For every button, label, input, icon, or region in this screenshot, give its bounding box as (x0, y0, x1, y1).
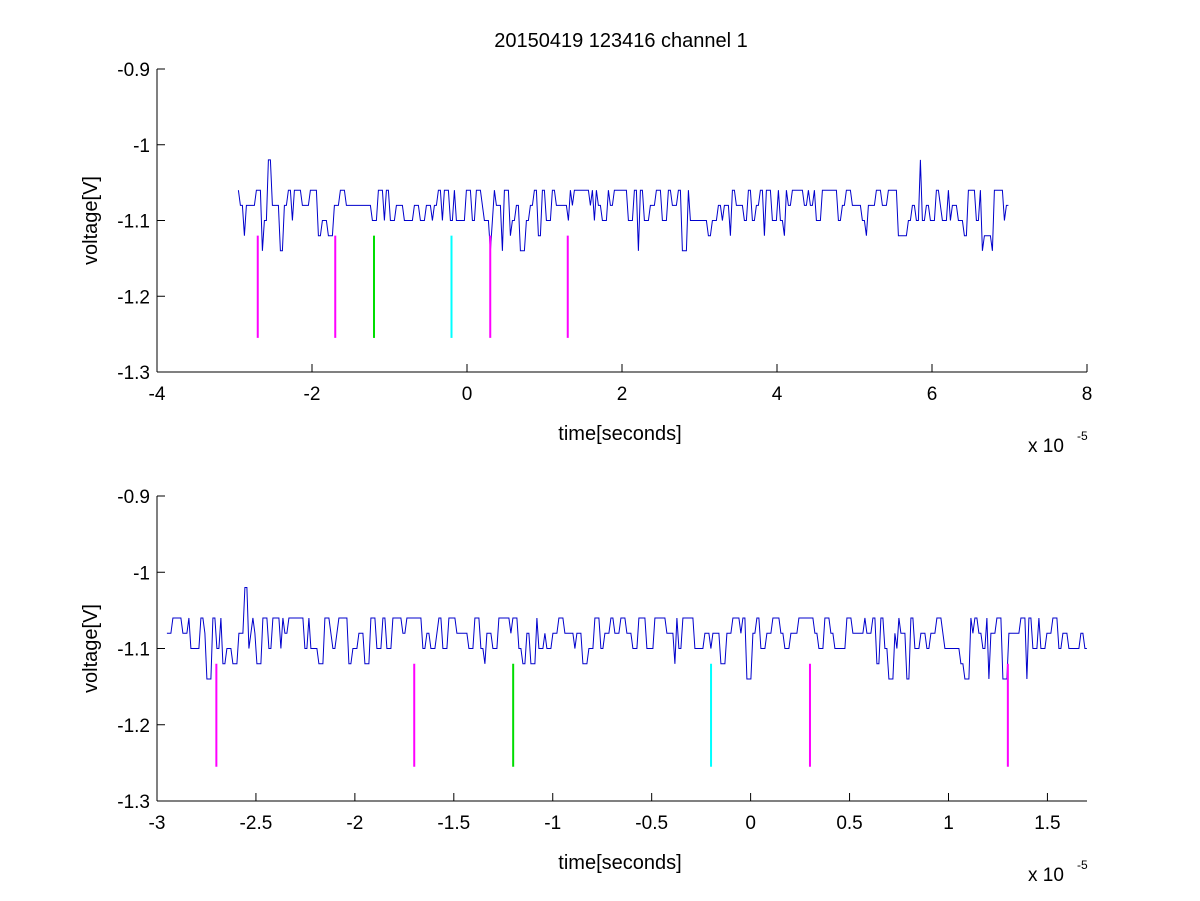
x-multiplier: x 10 (1028, 436, 1064, 457)
y-axis-label: voltage[V] (80, 604, 102, 693)
x-tick-label: -2.5 (240, 813, 273, 834)
y-tick-label: -1.1 (117, 212, 150, 233)
x-tick-label: -2 (346, 813, 363, 834)
voltage-trace (166, 587, 1087, 680)
x-tick-label: -3 (149, 813, 166, 834)
y-tick-label: -0.9 (117, 487, 150, 508)
x-tick-label: 2 (617, 384, 628, 405)
x-tick-label: -1 (544, 813, 561, 834)
x-tick-label: -2 (304, 384, 321, 405)
top-plot: -4 -2 0 2 4 6 8 -0.9 -1 -1.1 -1.2 -1.3 time[seconds]… (80, 60, 1092, 457)
x-multiplier-exponent: -5 (1077, 429, 1088, 443)
x-tick-label: 1.5 (1034, 813, 1060, 834)
y-tick-label: -1 (133, 563, 150, 584)
x-tick-label: 1 (943, 813, 954, 834)
x-tick-label: 4 (772, 384, 783, 405)
x-tick-label: 0 (462, 384, 473, 405)
x-tick-label: 0.5 (836, 813, 862, 834)
y-tick-label: -1.2 (117, 716, 150, 737)
y-tick-label: -1.2 (117, 287, 150, 308)
x-tick-label: -1.5 (437, 813, 470, 834)
x-tick-label: 8 (1082, 384, 1093, 405)
x-axis-label: time[seconds] (558, 852, 681, 874)
x-tick-label: 0 (745, 813, 756, 834)
x-axis-label: time[seconds] (558, 423, 681, 445)
y-tick-label: -1.1 (117, 640, 150, 661)
figure-title: 20150419 123416 channel 1 (494, 30, 748, 52)
x-multiplier-exponent: -5 (1077, 858, 1088, 872)
bottom-plot: -3 -2.5 -2 -1.5 -1 -0.5 0 0.5 1 1.5 -0.9 -1 -1.1 -1.2… (80, 487, 1088, 886)
y-tick-label: -1.3 (117, 792, 150, 813)
y-axis-label: voltage[V] (80, 176, 102, 265)
y-tick-label: -0.9 (117, 60, 150, 81)
voltage-trace (237, 159, 1009, 252)
x-tick-label: 6 (927, 384, 938, 405)
y-tick-label: -1 (133, 136, 150, 157)
x-tick-label: -4 (149, 384, 166, 405)
x-tick-label: -0.5 (635, 813, 668, 834)
x-multiplier: x 10 (1028, 865, 1064, 886)
y-tick-label: -1.3 (117, 363, 150, 384)
